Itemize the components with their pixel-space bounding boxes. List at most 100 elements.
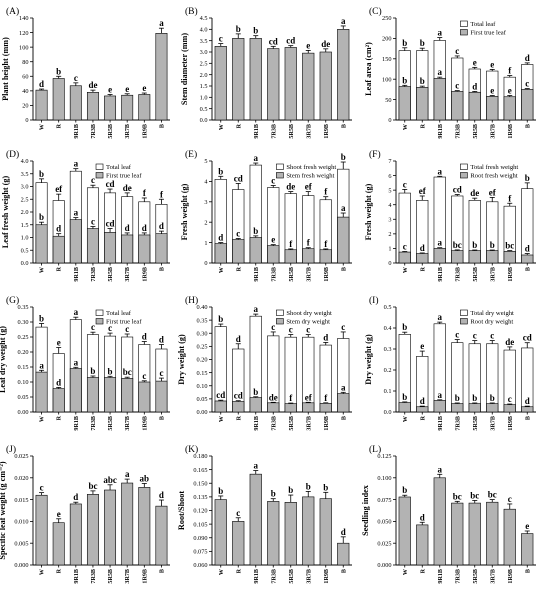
y-tick-label: 0.100 [377,475,391,482]
significance-letter: c [91,217,95,227]
x-tick-label: 9R1B [438,124,444,139]
bar [337,216,350,264]
y-tick-label: 4.0 [21,158,29,165]
x-tick-label: 7R3B [271,124,277,139]
significance-letter: b [271,489,276,499]
y-tick-label: 0.020 [14,475,28,482]
bar [433,248,446,264]
significance-letter: de [321,39,330,49]
panel-label: (I) [369,295,379,306]
legend-swatch [276,163,284,170]
y-tick-label: 0.000 [14,562,28,569]
bar [138,381,151,413]
bar [302,52,315,121]
significance-letter: de [286,182,295,192]
significance-letter: a [438,28,443,38]
y-axis-label: Plant height (mm) [1,37,10,101]
significance-letter: c [108,323,112,333]
significance-letter: de [88,80,97,90]
significance-letter: a [438,67,443,77]
bar [121,94,134,121]
legend-swatch [276,172,284,179]
x-tick-label: 9R1B [254,416,260,431]
x-tick-label: 3R7B [125,416,131,431]
x-tick-label: W [403,267,409,273]
y-tick-label: 0 [204,260,207,267]
y-tick-label: 0.00 [196,409,207,416]
significance-letter: b [455,393,460,403]
y-tick-label: 4.0 [200,27,208,34]
y-tick-label: 0.090 [193,535,207,542]
significance-letter: c [289,325,293,335]
y-tick-label: 0.075 [193,549,207,556]
bar [416,87,429,121]
significance-letter: d [159,490,164,500]
x-tick-label: R [420,568,426,573]
panel-label: (F) [369,149,381,160]
significance-letter: f [508,193,512,203]
panel-h: (H) 0.00 0.05 0.10 0.15 0.20 0.25 0.30 0.35 0.40 D… [177,295,352,431]
y-tick-label: 3.0 [21,184,29,191]
y-tick-label: 2 [204,219,207,226]
legend-swatch [276,318,284,325]
x-tick-label: B [525,267,531,271]
y-tick-label: 80 [22,59,28,66]
y-tick-label: 2.5 [21,196,29,203]
x-tick-label: 9R1B [254,267,260,282]
y-tick-label: 1 [388,246,391,253]
x-tick-label: B [525,416,531,420]
x-tick-label: R [57,568,63,573]
significance-letter: b [90,366,95,376]
y-tick-label: 5 [204,158,207,165]
bar [155,505,168,566]
bar [52,235,65,264]
panel-label: (B) [185,6,198,17]
y-tick-label: 200 [382,36,391,43]
significance-letter: d [218,233,223,243]
bar [267,245,280,264]
panel-label: (G) [6,295,19,306]
y-tick-label: 0.120 [193,508,207,515]
bar [155,380,168,413]
x-tick-label: 7R3B [91,416,97,431]
significance-letter: f [508,66,512,76]
y-tick-label: 100 [382,76,391,83]
significance-letter: d [125,223,130,233]
significance-letter: c [91,322,95,332]
x-tick-label: R [57,415,63,420]
significance-letter: bc [453,240,462,250]
legend-entry: Total dry weight [470,310,514,317]
significance-letter: c [40,483,44,493]
x-tick-label: 1R9B [142,416,148,431]
x-tick-label: 7R3B [271,267,277,282]
bar [86,377,99,413]
bar [35,494,48,566]
y-tick-label: 0.1 [384,388,392,395]
bar [104,95,117,121]
bar [468,502,481,566]
legend-swatch [460,318,468,325]
x-tick-label: B [159,267,165,271]
significance-letter: a [74,307,79,317]
significance-letter: e [473,57,477,67]
bar [214,46,227,121]
panel-label: (H) [185,295,198,306]
significance-letter: b [323,482,328,492]
x-tick-label: W [219,267,225,273]
y-tick-label: 0.15 [196,370,207,377]
x-tick-label: 1R9B [508,416,514,431]
y-tick-label: 0.35 [196,317,207,324]
bar [267,48,280,121]
bar [284,249,297,264]
x-tick-label: R [420,266,426,271]
y-tick-label: 120 [19,30,28,37]
significance-letter: a [254,153,259,163]
legend-swatch [460,172,468,179]
panel-label: (J) [6,444,16,455]
significance-letter: de [470,188,479,198]
significance-letter: c [159,368,163,378]
significance-letter: a [438,390,443,400]
significance-letter: f [324,239,328,249]
significance-letter: b [253,26,258,36]
significance-letter: d [525,244,530,254]
